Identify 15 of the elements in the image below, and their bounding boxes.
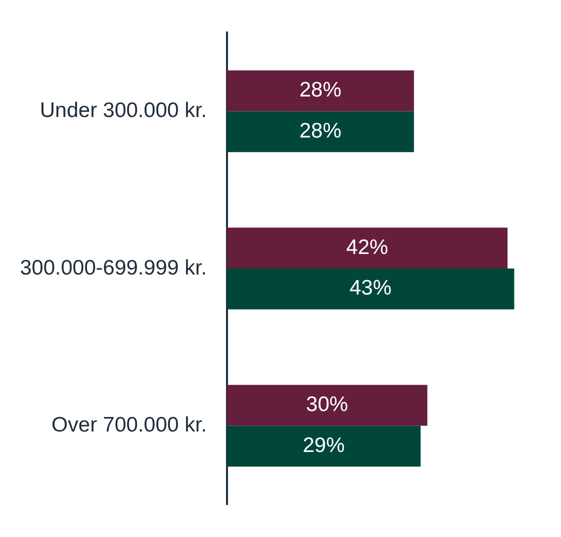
data-label: 30% <box>306 393 348 416</box>
bar <box>226 70 414 112</box>
data-label: 43% <box>350 276 392 300</box>
bar <box>226 111 414 152</box>
y-tick-label: Under 300.000 kr. <box>40 99 207 122</box>
data-label: 29% <box>302 434 345 458</box>
y-tick-label: 300.000-699.999 kr. <box>20 256 207 280</box>
data-label: 28% <box>299 119 342 142</box>
data-label: 42% <box>346 236 388 259</box>
bar <box>226 268 514 310</box>
bar <box>226 426 421 467</box>
bar <box>226 228 508 268</box>
y-tick-label: Over 700.000 kr. <box>52 414 207 437</box>
bar <box>226 384 428 426</box>
data-label: 28% <box>299 78 342 102</box>
